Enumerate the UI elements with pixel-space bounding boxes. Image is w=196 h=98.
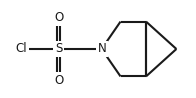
- Text: S: S: [55, 43, 63, 55]
- Text: Cl: Cl: [16, 43, 27, 55]
- Text: O: O: [54, 74, 64, 87]
- Text: Cl: Cl: [16, 43, 27, 55]
- Text: O: O: [54, 11, 64, 24]
- Text: S: S: [55, 43, 63, 55]
- Text: O: O: [54, 74, 64, 87]
- Text: N: N: [98, 43, 106, 55]
- Text: O: O: [54, 11, 64, 24]
- Text: N: N: [98, 43, 106, 55]
